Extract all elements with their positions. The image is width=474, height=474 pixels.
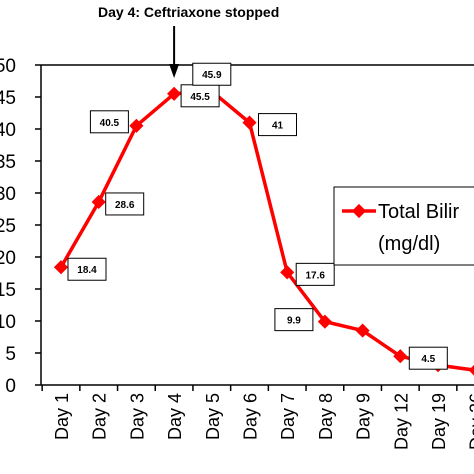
data-label-box [89, 110, 129, 134]
data-label-text: 28.6 [115, 200, 135, 211]
data-label: 28.6 [105, 192, 145, 216]
data-label: 45.9 [192, 62, 232, 86]
y-tick-label: 45 [0, 88, 16, 109]
y-axis-ticks: 0 5 10 15 20 25 30 35 40 45 50 [0, 56, 41, 397]
legend-marker-swatch [351, 203, 367, 219]
data-label-box [295, 262, 335, 286]
data-label: 45.5 [180, 84, 220, 108]
y-tick-label: 50 [0, 56, 16, 77]
x-tick-label: Day 12 [391, 393, 411, 450]
x-tick-label: Day 8 [316, 393, 336, 440]
x-tick-label: Day 7 [278, 393, 298, 440]
data-label: 18.4 [67, 257, 107, 281]
data-label-box [105, 192, 145, 216]
annotation-text: Day 4: Ceftriaxone stopped [98, 4, 279, 20]
data-point-marker [393, 349, 408, 364]
data-labels: 18.4 28.6 40.5 45.5 45.9 41 17.6 9.9 4.5 [67, 62, 448, 370]
y-tick-label: 35 [0, 152, 16, 173]
data-label-box [192, 62, 232, 86]
data-label: 40.5 [89, 110, 129, 134]
annotation: Day 4: Ceftriaxone stopped [98, 4, 279, 78]
data-label: 41 [258, 113, 297, 137]
x-tick-label: Day 2 [90, 393, 110, 440]
data-point-marker [280, 265, 295, 280]
data-point-marker [355, 323, 370, 338]
legend-box [333, 186, 474, 266]
y-tick-label: 20 [0, 248, 16, 269]
data-label: 4.5 [408, 346, 448, 370]
data-label-text: 41 [272, 121, 284, 132]
data-label-text: 40.5 [100, 118, 120, 129]
data-label-text: 4.5 [421, 354, 435, 365]
y-tick-label: 15 [0, 280, 16, 301]
y-tick-label: 25 [0, 216, 16, 237]
data-point-marker [468, 363, 474, 378]
x-tick-label: Day 1 [52, 393, 72, 440]
legend-label-line1: Total Bilir [378, 201, 459, 223]
data-label-box [258, 113, 297, 137]
x-tick-label: Day 4 [165, 393, 185, 440]
data-point-marker [317, 314, 332, 329]
data-point-marker [91, 194, 106, 210]
y-tick-label: 10 [0, 312, 16, 333]
y-tick-label: 30 [0, 184, 16, 205]
data-label-text: 17.6 [305, 270, 325, 281]
series-line [59, 89, 474, 372]
x-tick-label: Day 6 [241, 393, 261, 440]
y-tick-label: 5 [5, 344, 16, 365]
data-label-box [67, 257, 107, 281]
legend: Total Bilir (mg/dl) [333, 186, 474, 266]
data-label: 9.9 [274, 308, 314, 332]
x-axis-ticks: Day 1 Day 2 Day 3 Day 4 Day 5 Day 6 Day 7 Day 8… [41, 385, 474, 450]
data-label-text: 45.9 [202, 70, 222, 81]
data-label-box [408, 346, 448, 370]
x-tick-label: Day 9 [354, 393, 374, 440]
data-label-text: 45.5 [190, 92, 210, 103]
x-tick-label: Day 5 [203, 393, 223, 440]
data-label: 17.6 [295, 262, 335, 286]
y-tick-label: 0 [5, 376, 16, 397]
y-tick-label: 40 [0, 120, 16, 141]
data-point-marker [53, 260, 69, 275]
x-tick-label: Day 3 [127, 393, 147, 440]
x-tick-label: Day 26 [467, 393, 474, 450]
annotation-arrow-head [169, 64, 180, 78]
legend-label-line2: (mg/dl) [378, 233, 440, 255]
data-label-text: 18.4 [77, 265, 97, 276]
data-label-box [274, 308, 314, 332]
data-label-text: 9.9 [287, 316, 301, 327]
x-tick-label: Day 19 [429, 393, 449, 450]
